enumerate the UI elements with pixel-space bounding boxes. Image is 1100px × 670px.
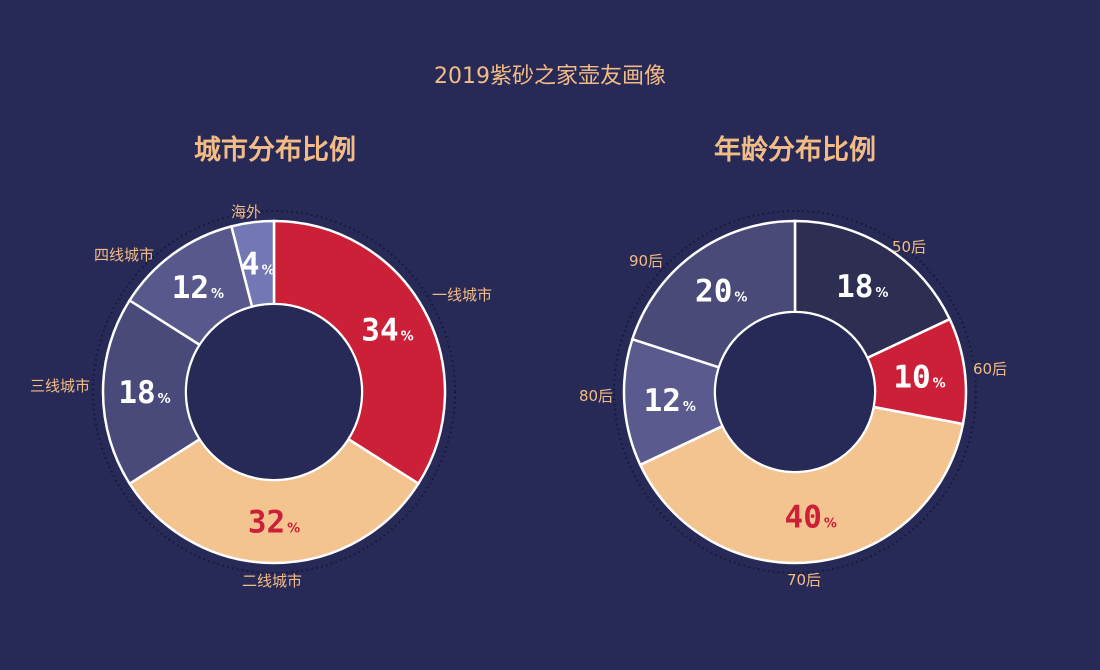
age-category-label: 80后 bbox=[579, 387, 613, 405]
city-category-label: 一线城市 bbox=[432, 286, 492, 304]
age-donut: 18 % 50后 10 % 60后 40 % 70后 12 % 80后 20 % 90后 bbox=[579, 211, 1007, 589]
city-value-unit: % bbox=[287, 522, 300, 537]
city-category-label: 四线城市 bbox=[94, 246, 154, 264]
city-value-number: 4 bbox=[241, 247, 260, 283]
city-category-label: 三线城市 bbox=[30, 377, 90, 395]
city-donut-hole bbox=[187, 305, 361, 479]
age-donut-hole bbox=[716, 313, 874, 471]
age-value-number: 12 bbox=[644, 383, 681, 419]
city-donut: 34 % 一线城市 32 % 二线城市 18 % 三线城市 12 % 四线城市 4 % 海外 bbox=[30, 203, 492, 590]
city-value-number: 34 bbox=[361, 313, 398, 349]
age-value-number: 18 bbox=[836, 269, 873, 305]
age-value-number: 40 bbox=[785, 500, 822, 536]
city-value-unit: % bbox=[158, 392, 171, 407]
age-value-unit: % bbox=[875, 286, 888, 301]
city-value-number: 12 bbox=[172, 270, 209, 306]
city-value-unit: % bbox=[401, 330, 414, 345]
city-category-label: 海外 bbox=[231, 203, 261, 221]
city-category-label: 二线城市 bbox=[242, 572, 302, 590]
city-value-number: 18 bbox=[118, 375, 155, 411]
city-value-unit: % bbox=[211, 287, 224, 302]
age-value-unit: % bbox=[933, 376, 946, 391]
age-value-number: 20 bbox=[695, 273, 732, 309]
age-category-label: 50后 bbox=[892, 238, 926, 256]
age-category-label: 60后 bbox=[973, 360, 1007, 378]
age-value-unit: % bbox=[824, 517, 837, 532]
age-category-label: 90后 bbox=[629, 252, 663, 270]
age-value-unit: % bbox=[734, 290, 747, 305]
age-value-unit: % bbox=[683, 400, 696, 415]
age-value-number: 10 bbox=[893, 359, 930, 395]
city-value-unit: % bbox=[262, 264, 275, 279]
age-category-label: 70后 bbox=[787, 571, 821, 589]
city-value-number: 32 bbox=[248, 505, 285, 541]
